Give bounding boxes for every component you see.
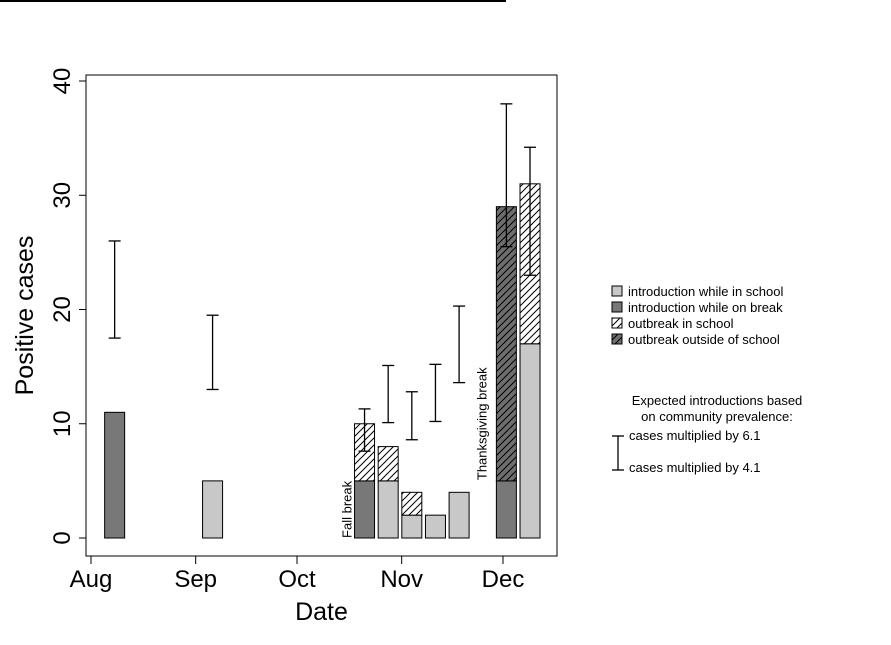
legend-label: introduction while in school: [628, 284, 783, 299]
plot-frame: [85, 74, 558, 557]
y-tick-label: 40: [49, 68, 76, 95]
top-border-line: [0, 0, 506, 2]
errorbar-legend-upper-label: cases multiplied by 6.1: [629, 428, 761, 443]
x-tick-label: Aug: [70, 566, 113, 593]
bar-segment-intro_school: [519, 343, 541, 539]
x-tick-label: Sep: [174, 566, 217, 593]
legend-label: outbreak in school: [628, 316, 734, 331]
bar-segment-intro_school: [401, 514, 423, 539]
bar-segment-outbreak_school: [401, 491, 423, 516]
x-axis-label: Date: [295, 598, 348, 626]
errorbar-legend-title-line1: Expected introductions based: [632, 393, 803, 408]
bar-segment-intro_school: [424, 514, 446, 539]
y-tick-label: 20: [49, 296, 76, 323]
legend-swatch-intro_break: [611, 301, 623, 313]
errorbar-legend-lower-label: cases multiplied by 4.1: [629, 460, 761, 475]
bar-segment-intro_school: [377, 480, 399, 539]
y-tick-label: 0: [49, 531, 76, 544]
x-tick-label: Dec: [482, 566, 525, 593]
bar-segment-intro_break: [104, 411, 126, 539]
legend-swatch-outbreak_school: [611, 317, 623, 329]
bar-segment-intro_break: [354, 480, 376, 539]
errorbar-legend-title-line2: on community prevalence:: [641, 409, 793, 424]
y-tick-label: 10: [49, 410, 76, 437]
bar-segment-intro_school: [448, 491, 470, 539]
annotation-label: Thanksgiving break: [475, 367, 490, 480]
legend-label: outbreak outside of school: [628, 332, 780, 347]
legend-label: introduction while on break: [628, 300, 783, 315]
legend-swatch-outbreak_outside: [611, 333, 623, 345]
y-tick-label: 30: [49, 182, 76, 209]
x-tick-label: Oct: [278, 566, 316, 593]
bar-segment-intro_school: [202, 480, 224, 539]
y-axis-label: Positive cases: [11, 236, 39, 396]
annotation-label: Fall break: [340, 480, 355, 538]
bar-segment-outbreak_outside: [495, 206, 517, 482]
legend-swatch-intro_school: [611, 285, 623, 297]
bar-segment-intro_break: [495, 480, 517, 539]
x-tick-label: Nov: [380, 566, 423, 593]
bar-segment-outbreak_school: [377, 446, 399, 482]
